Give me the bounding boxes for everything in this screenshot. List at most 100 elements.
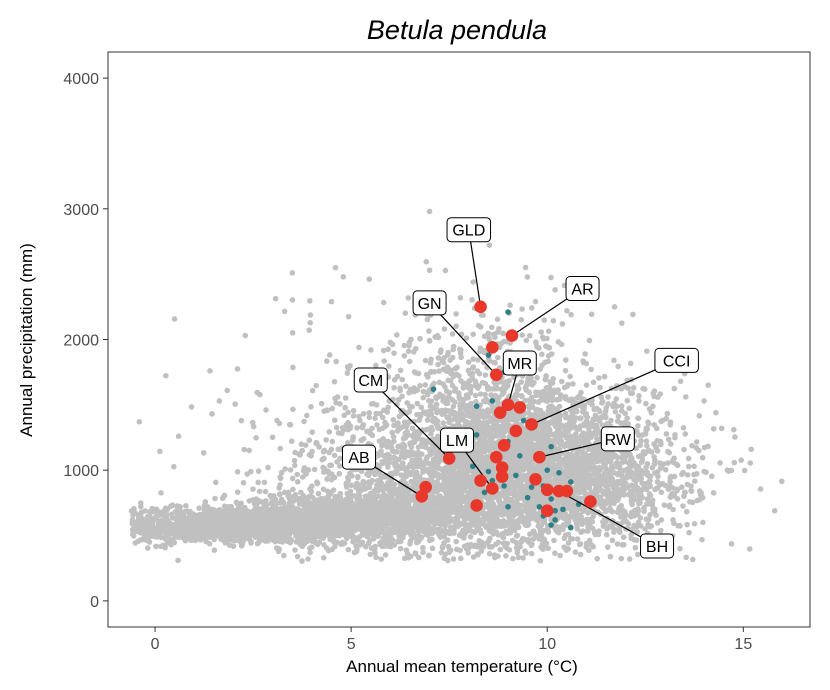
background-point [180, 534, 186, 541]
background-point [472, 392, 479, 399]
background-point [316, 502, 322, 508]
background-point [453, 538, 460, 545]
chart-title: Betula pendula [367, 15, 547, 45]
background-point [298, 489, 304, 496]
background-point [185, 520, 192, 526]
background-point [429, 536, 435, 543]
background-point [355, 537, 361, 544]
background-point [289, 518, 295, 524]
background-point [467, 533, 474, 540]
background-point [414, 400, 421, 407]
background-point [315, 490, 322, 497]
background-point [365, 479, 372, 486]
background-point [289, 475, 296, 482]
background-point [401, 555, 408, 562]
background-point [552, 550, 558, 556]
background-point [620, 534, 627, 540]
background-point [172, 527, 179, 533]
background-point [281, 520, 288, 527]
background-point [306, 437, 313, 444]
background-point [212, 495, 218, 502]
background-point [158, 534, 164, 541]
background-point [154, 511, 161, 518]
background-point [231, 518, 238, 524]
background-point [180, 527, 187, 534]
background-point [294, 479, 301, 485]
background-point [681, 446, 687, 453]
background-point [277, 525, 284, 532]
background-point [594, 555, 601, 562]
background-point [327, 529, 334, 536]
background-point [403, 547, 410, 553]
background-point [217, 516, 223, 523]
background-point [239, 534, 246, 541]
background-point [710, 425, 717, 432]
background-point [292, 491, 299, 498]
background-point [303, 526, 310, 533]
background-point [332, 500, 339, 507]
background-point [409, 425, 416, 432]
background-point [168, 511, 175, 518]
background-point [514, 532, 521, 539]
background-point [353, 484, 359, 491]
background-point [379, 543, 386, 550]
background-point [339, 519, 346, 526]
background-point [197, 523, 203, 529]
background-point [307, 549, 313, 556]
background-point [153, 543, 159, 550]
background-point [199, 529, 205, 536]
background-point [161, 507, 168, 514]
background-point [282, 514, 289, 521]
background-point [296, 531, 302, 537]
background-point [190, 530, 197, 536]
background-point [402, 494, 409, 501]
background-point [196, 513, 202, 519]
background-point [409, 514, 415, 520]
background-point [145, 516, 152, 523]
background-point [287, 467, 294, 473]
background-point [229, 510, 235, 516]
background-point [578, 529, 584, 535]
background-point [382, 497, 389, 504]
background-point [601, 373, 608, 380]
background-point [530, 536, 537, 542]
background-point [336, 470, 343, 477]
background-point [372, 415, 378, 422]
background-point [395, 502, 401, 509]
background-point [221, 493, 227, 500]
background-point [162, 536, 169, 542]
background-point [607, 553, 614, 560]
background-point [486, 544, 493, 550]
background-point [281, 505, 288, 511]
background-point [216, 523, 222, 529]
background-point [145, 534, 152, 541]
background-point [425, 522, 432, 529]
background-point [445, 557, 451, 564]
background-point [137, 536, 144, 543]
background-point [323, 437, 329, 443]
background-point [390, 448, 396, 454]
background-point [477, 517, 484, 523]
background-point [259, 531, 266, 537]
background-point [397, 545, 404, 552]
background-point [142, 524, 149, 530]
background-point [377, 476, 384, 483]
background-point [327, 536, 334, 543]
background-point [326, 429, 333, 435]
background-point [689, 556, 696, 563]
background-point [189, 525, 195, 531]
background-point [252, 496, 259, 503]
background-point [268, 510, 275, 516]
background-point [212, 510, 218, 516]
background-point [478, 548, 485, 554]
background-point [223, 514, 230, 521]
background-point [267, 492, 274, 499]
background-point [354, 496, 361, 502]
background-point [153, 534, 160, 540]
background-point [255, 468, 262, 474]
background-point [303, 515, 310, 522]
background-point [429, 545, 436, 552]
background-point [132, 510, 138, 516]
background-point [342, 404, 348, 411]
